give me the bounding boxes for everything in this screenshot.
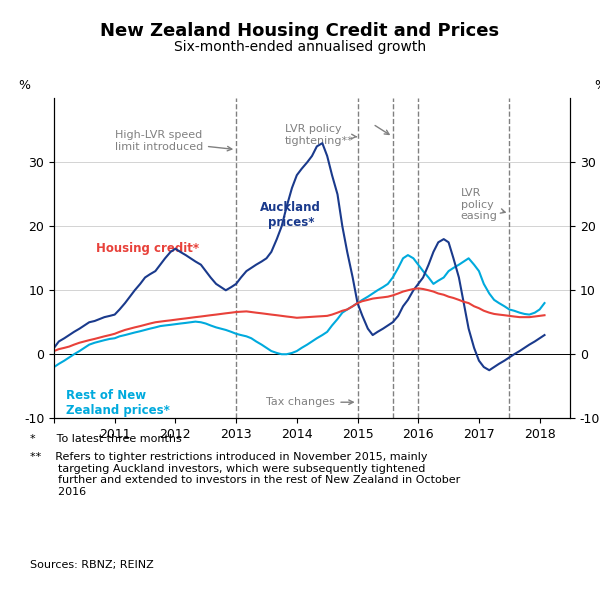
Text: Housing credit*: Housing credit* xyxy=(97,242,200,255)
Text: Sources: RBNZ; REINZ: Sources: RBNZ; REINZ xyxy=(30,560,154,569)
Text: Rest of New
Zealand prices*: Rest of New Zealand prices* xyxy=(66,389,170,418)
Text: High-LVR speed
limit introduced: High-LVR speed limit introduced xyxy=(115,130,232,152)
Text: **    Refers to tighter restrictions introduced in November 2015, mainly
       : ** Refers to tighter restrictions introd… xyxy=(30,452,460,497)
Text: %: % xyxy=(594,79,600,92)
Text: LVR policy
tightening**: LVR policy tightening** xyxy=(284,124,356,146)
Text: LVR
policy
easing: LVR policy easing xyxy=(461,188,505,221)
Text: Six-month-ended annualised growth: Six-month-ended annualised growth xyxy=(174,40,426,54)
Text: %: % xyxy=(18,79,30,92)
Text: Tax changes: Tax changes xyxy=(266,397,353,407)
Text: *      To latest three months: * To latest three months xyxy=(30,434,182,443)
Text: Auckland
prices*: Auckland prices* xyxy=(260,200,321,229)
Text: New Zealand Housing Credit and Prices: New Zealand Housing Credit and Prices xyxy=(100,22,500,39)
